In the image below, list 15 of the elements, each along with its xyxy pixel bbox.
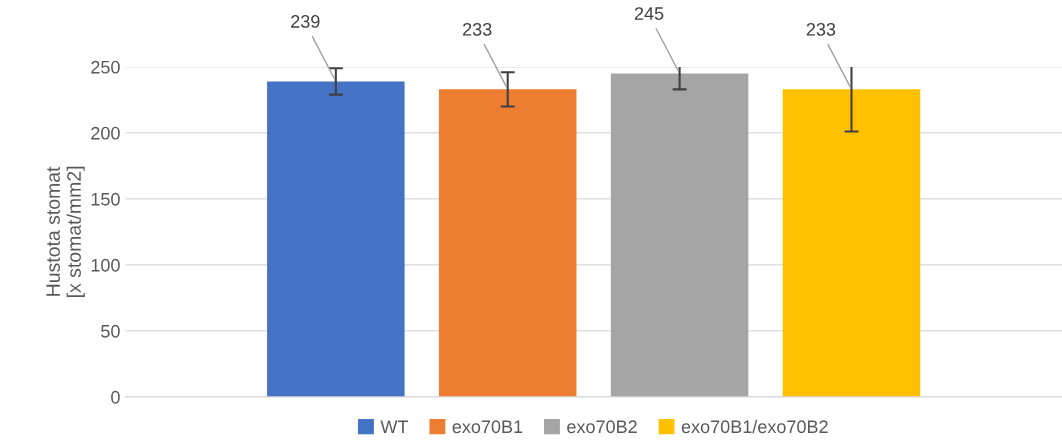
- y-tick-label: 100: [91, 258, 120, 272]
- legend-label: exo70B2: [567, 420, 637, 434]
- legend-label: exo70B1/exo70B2: [681, 419, 828, 434]
- legend-label: exo70B1: [452, 420, 523, 434]
- y-tick-label: 200: [91, 126, 120, 140]
- y-tick-label: 250: [91, 60, 120, 74]
- data-label: 233: [806, 22, 836, 36]
- y-tick-label: 50: [101, 324, 120, 338]
- data-label: 233: [463, 22, 492, 36]
- y-tick-label: 150: [91, 192, 120, 206]
- data-label: 245: [634, 7, 664, 20]
- legend-label: WT: [380, 420, 409, 433]
- data-label: 239: [291, 15, 320, 28]
- y-axis-title: Hustota stomat [x stomat/mm2]: [46, 166, 85, 297]
- y-tick-label: 0: [111, 390, 120, 404]
